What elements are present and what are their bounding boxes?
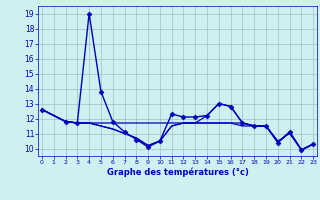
X-axis label: Graphe des températures (°c): Graphe des températures (°c) [107,168,249,177]
